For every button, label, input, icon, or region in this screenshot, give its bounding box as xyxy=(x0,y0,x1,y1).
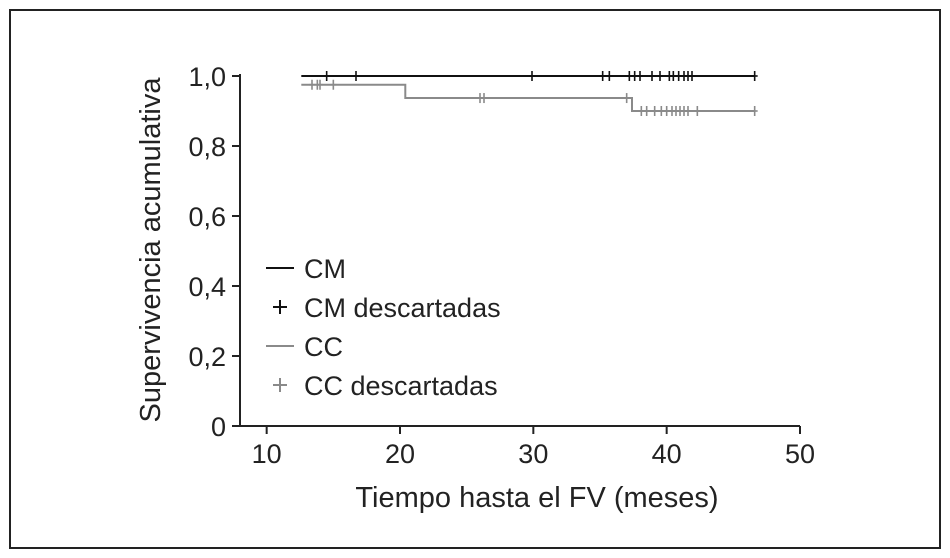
series-cm-censor-mark xyxy=(631,71,638,81)
legend-label: CC descartadas xyxy=(304,371,498,401)
x-tick-label: 30 xyxy=(518,439,548,469)
legend-label: CM xyxy=(304,254,346,284)
series-cm-censor-mark xyxy=(599,71,606,81)
series-cm-censor-mark xyxy=(751,71,758,81)
x-tick-label: 20 xyxy=(385,439,415,469)
plot-axes xyxy=(239,74,800,427)
x-tick-label: 40 xyxy=(652,439,682,469)
series-cc-censor-mark xyxy=(685,106,691,116)
y-tick-label: 1,0 xyxy=(188,62,226,92)
y-tick-label: 0,6 xyxy=(188,202,226,232)
legend-item: CC descartadas xyxy=(273,371,498,401)
y-axis-label: Supervivencia acumulativa xyxy=(135,77,167,423)
y-tick-label: 0,2 xyxy=(188,342,226,372)
x-tick-label: 10 xyxy=(252,439,282,469)
plot-series xyxy=(301,71,758,116)
figure-border xyxy=(9,9,941,549)
series-cm-censor-mark xyxy=(649,71,655,81)
series-cc-censor-mark xyxy=(658,106,665,116)
series-cc-censor-mark xyxy=(694,106,701,116)
series-cc-censor-mark xyxy=(623,93,630,104)
y-tick-label: 0,4 xyxy=(188,272,226,302)
legend-item: CM descartadas xyxy=(273,293,501,323)
legend-item: CM xyxy=(266,254,346,284)
series-cm-censor-mark xyxy=(323,71,330,81)
y-axis-ticks: 0 0,2 0,4 0,6 0,8 1,0 xyxy=(188,62,240,442)
series-cc-censor-mark xyxy=(643,106,650,116)
series-cm-censor-mark xyxy=(529,71,535,81)
x-axis-label: Tiempo hasta el FV (meses) xyxy=(355,482,718,514)
series-cc-censor-mark xyxy=(481,93,487,104)
series-cc-censor-mark xyxy=(317,79,323,90)
series-cc-censor-mark xyxy=(330,79,337,90)
y-tick-label: 0,8 xyxy=(188,132,226,162)
legend-label: CM descartadas xyxy=(304,293,501,323)
series-cc-censor-mark xyxy=(663,106,670,116)
series-cm-censor-mark xyxy=(626,71,633,81)
series-cc-censor-mark xyxy=(651,106,658,116)
y-tick-label: 0 xyxy=(211,412,226,442)
series-cm-censor-mark xyxy=(670,71,677,81)
series-cm-censor-mark xyxy=(353,71,359,81)
legend: CM CM descartadas CC CC descartadas xyxy=(266,254,501,401)
series-cm-censor-mark xyxy=(675,71,682,81)
series-cc-censor-mark xyxy=(751,106,758,116)
series-cm-censor-mark xyxy=(606,71,613,81)
x-axis-ticks: 10 20 30 40 50 xyxy=(252,426,815,469)
series-cc-censor-mark xyxy=(309,79,315,90)
series-cm-censor-mark xyxy=(637,71,643,81)
x-tick-label: 50 xyxy=(785,439,815,469)
legend-item: CC xyxy=(266,332,343,362)
series-cc-censor-mark xyxy=(638,106,645,116)
series-cm-censor-mark xyxy=(657,71,663,81)
series-cm-censor-mark xyxy=(689,71,695,81)
legend-label: CC xyxy=(304,332,343,362)
